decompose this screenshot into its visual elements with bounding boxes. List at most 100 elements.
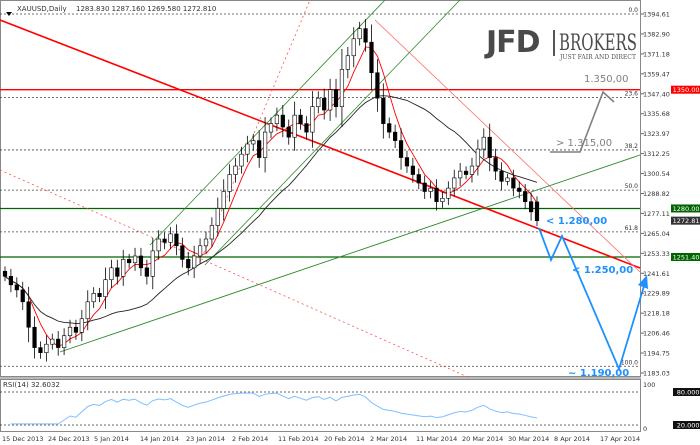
x-tick-label: 2 Feb 2014 — [232, 435, 268, 443]
projection-arrowhead — [638, 275, 648, 289]
candle — [475, 148, 480, 167]
y-tick-label: 1229.89 — [643, 290, 670, 298]
jfd-logo: JFD BROKERS JUST FAIR AND DIRECT — [484, 25, 637, 61]
candle — [523, 191, 528, 202]
candle — [97, 293, 102, 297]
candle — [8, 276, 14, 286]
y-tick-label: 1206.46 — [643, 330, 670, 338]
candle — [174, 233, 179, 247]
candle — [233, 165, 238, 175]
candle — [534, 201, 540, 221]
candle — [398, 140, 404, 158]
candle — [286, 126, 291, 138]
candle — [215, 208, 220, 226]
candle — [517, 187, 522, 192]
candle — [32, 326, 37, 348]
y-tick-label: 1253.33 — [643, 250, 670, 258]
rsi-min-label: 0 — [643, 425, 647, 433]
resistance-trendline-thin — [374, 19, 641, 273]
candle — [103, 279, 108, 297]
price-badge-label: 1280.00 — [673, 205, 700, 213]
rsi-level-label: 20.000 — [677, 422, 700, 430]
bullish-scenario-arrow — [550, 90, 615, 153]
main-panel-frame — [0, 0, 641, 377]
candle — [56, 338, 61, 348]
price-badge — [671, 216, 700, 225]
price-target-label: ~ 1.190,00 — [568, 368, 629, 379]
candle — [132, 255, 138, 264]
candle — [381, 97, 386, 124]
candle — [404, 157, 410, 167]
price-badge — [671, 252, 700, 261]
candle — [79, 318, 84, 333]
x-tick-label: 20 Feb 2014 — [324, 435, 364, 443]
candle — [150, 250, 155, 277]
candle — [85, 301, 90, 320]
candle — [227, 174, 232, 192]
candle — [121, 259, 126, 277]
candle — [428, 187, 433, 192]
collapse-triangle-icon[interactable] — [6, 12, 12, 16]
x-tick-label: 11 Mar 2014 — [416, 435, 457, 443]
x-tick-label: 30 Mar 2014 — [508, 435, 549, 443]
x-tick-label: 11 Feb 2014 — [278, 435, 318, 443]
price-target-label: < 1.280,00 — [546, 216, 607, 227]
x-tick-label: 23 Jan 2014 — [186, 435, 225, 443]
symbol-label: XAUUSD,Daily — [17, 5, 67, 13]
rsi-panel-frame — [0, 379, 641, 432]
support-trendline — [59, 154, 641, 353]
candle — [239, 153, 244, 167]
candle — [387, 123, 392, 133]
price-badge-label: 1251.40 — [673, 253, 700, 261]
candle — [221, 191, 226, 209]
x-tick-label: 17 Apr 2014 — [600, 435, 640, 443]
candle — [192, 255, 197, 269]
candle — [304, 123, 309, 133]
x-tick-label: 15 Dec 2013 — [2, 435, 44, 443]
candle — [446, 187, 451, 199]
y-tick-label: 1347.40 — [643, 90, 670, 98]
candle — [422, 182, 427, 192]
x-tick-label: 2 Mar 2014 — [370, 435, 407, 443]
dotted-trendline — [0, 169, 471, 379]
candle — [2, 270, 8, 277]
y-tick-label: 1312.25 — [643, 150, 670, 158]
y-tick-label: 1335.68 — [643, 110, 670, 118]
candle — [463, 170, 469, 175]
price-badge-label: 1272.81 — [673, 217, 700, 225]
candle — [487, 136, 492, 158]
ohlc-values: 1283.830 1287.160 1269.580 1272.810 — [76, 5, 216, 13]
candle — [180, 245, 185, 260]
candle — [109, 267, 114, 281]
rsi-label: RSI(14) 32.6032 — [3, 381, 60, 389]
candle — [339, 69, 345, 107]
candle — [262, 131, 268, 158]
candle — [375, 72, 380, 99]
y-tick-label: 1382.90 — [643, 30, 670, 38]
price-target-label: > 1.315,00 — [556, 138, 612, 149]
y-tick-label: 1218.18 — [643, 310, 670, 318]
candle — [322, 97, 327, 111]
candle — [292, 114, 297, 138]
candle — [138, 255, 144, 269]
y-tick-label: 1394.61 — [643, 11, 670, 19]
logo-tagline: JUST FAIR AND DIRECT — [559, 54, 637, 61]
candle — [452, 177, 457, 189]
candle — [203, 238, 209, 247]
candle — [310, 106, 315, 133]
candle — [434, 187, 439, 202]
rsi-level-label: 80.000 — [677, 389, 700, 397]
fib-level-label: 0.0 — [628, 7, 638, 14]
x-tick-label: 8 Apr 2014 — [554, 435, 590, 443]
candle — [44, 343, 49, 353]
candle — [505, 177, 510, 182]
candle — [511, 177, 516, 189]
candle — [73, 326, 79, 333]
channel-line — [204, 0, 461, 266]
candle — [14, 284, 19, 291]
candle — [162, 238, 167, 243]
panel-divider[interactable] — [0, 377, 641, 379]
candle — [410, 165, 415, 175]
candle — [268, 123, 274, 133]
